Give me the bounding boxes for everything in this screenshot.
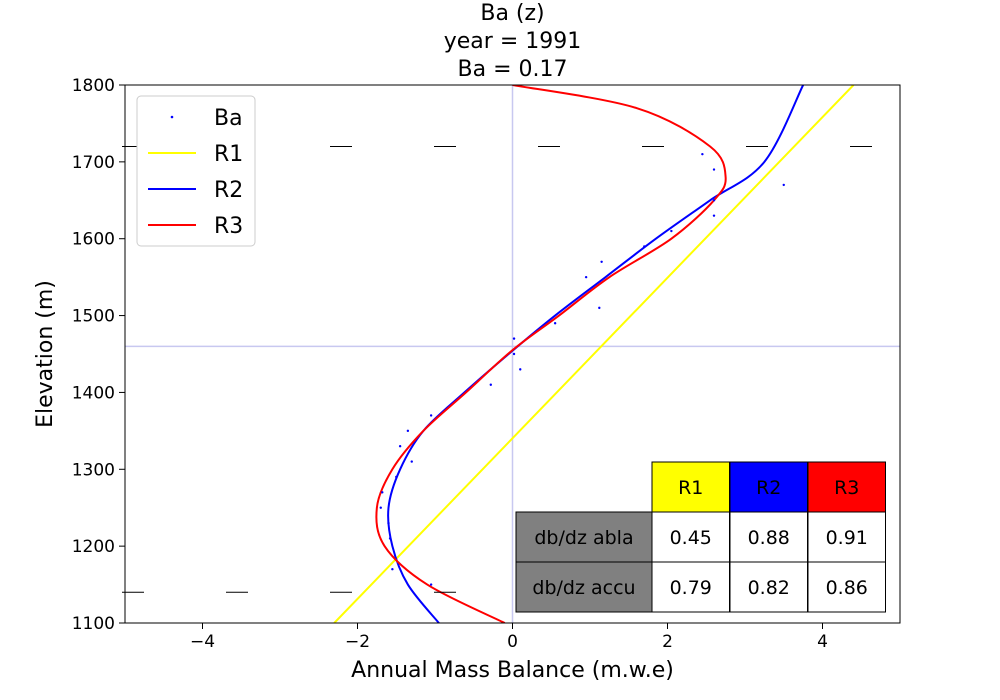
table-header-r1: R1 <box>678 477 703 499</box>
y-axis-label: Elevation (m) <box>33 280 58 428</box>
ba-point <box>519 368 522 371</box>
table-cell-value: 0.88 <box>748 527 790 549</box>
table-cell-value: 0.79 <box>670 577 712 599</box>
ba-point <box>712 214 716 217</box>
ba-point <box>782 183 785 187</box>
table-row-label: db/dz abla <box>534 527 633 549</box>
legend-box <box>136 95 256 247</box>
y-tick-label: 1400 <box>72 383 115 403</box>
ba-point <box>387 521 390 525</box>
table-header-r3: R3 <box>834 477 859 499</box>
chart-title: Ba (z) year = 1991 Ba = 0.17 <box>444 1 582 82</box>
table-header-r2: R2 <box>756 477 781 499</box>
title-line-1: Ba (z) <box>480 1 544 26</box>
y-tick-label: 1200 <box>72 537 115 557</box>
ba-point <box>712 199 716 202</box>
ba-point <box>598 306 601 310</box>
ba-points <box>379 152 785 586</box>
table-row-header-cell <box>515 561 653 613</box>
y-tick-label: 1600 <box>72 230 115 250</box>
table-cell <box>729 561 808 613</box>
ba-point <box>388 537 392 540</box>
series-line-r1 <box>333 85 855 623</box>
table-cell <box>807 511 886 563</box>
legend-label-r1: R1 <box>214 142 243 167</box>
series-line-r3 <box>375 85 727 623</box>
ba-point <box>395 475 398 479</box>
legend-label-r2: R2 <box>214 178 243 203</box>
ba-point <box>489 383 492 386</box>
slope-table: R1 R2 R3 db/dz abla 0.45 0.88 0.91 db/dz accu 0.… <box>515 461 886 613</box>
y-tick-label: 1500 <box>72 307 115 327</box>
x-axis-label: Annual Mass Balance (m.w.e) <box>351 658 674 683</box>
title-line-3: Ba = 0.17 <box>458 57 568 82</box>
table-row-header-cell <box>515 511 653 563</box>
ba-point <box>398 445 402 448</box>
ba-point <box>381 491 384 494</box>
table-cell-value: 0.45 <box>670 527 712 549</box>
x-axis: −4 −2 0 2 4 <box>190 623 828 652</box>
ba-point <box>410 460 413 463</box>
ba-point <box>701 152 704 156</box>
ba-point <box>584 275 588 279</box>
table-cell <box>807 561 886 613</box>
y-tick-label: 1100 <box>72 614 115 634</box>
ba-point <box>670 229 673 233</box>
table-header-cell-r3 <box>807 461 886 513</box>
title-line-2: year = 1991 <box>444 29 582 54</box>
ba-point <box>600 260 603 263</box>
y-tick-label: 1800 <box>72 76 115 96</box>
table-cell-value: 0.86 <box>826 577 868 599</box>
ba-point <box>391 568 394 571</box>
table-header-cell-r2 <box>729 461 808 513</box>
table-cell <box>651 561 730 613</box>
reference-lines <box>125 85 900 623</box>
legend-label-ba: Ba <box>214 106 243 131</box>
x-tick-label: 4 <box>817 632 828 652</box>
ba-point <box>429 583 433 586</box>
x-tick-label: −4 <box>190 632 215 652</box>
ba-point <box>379 506 382 509</box>
series-layer <box>333 85 855 623</box>
ba-point <box>512 337 516 340</box>
legend-marker-ba <box>170 115 174 119</box>
y-axis: 1100 1200 1300 1400 1500 1600 1700 1800 <box>72 76 125 634</box>
ba-point <box>712 168 716 171</box>
legend: Ba R1 R2 R3 <box>136 95 256 247</box>
y-tick-label: 1700 <box>72 153 115 173</box>
table-cell <box>651 511 730 563</box>
ba-point <box>429 414 433 417</box>
ba-point <box>553 322 557 325</box>
table-cell-value: 0.91 <box>826 527 868 549</box>
ba-point <box>512 352 516 356</box>
x-tick-label: −2 <box>345 632 370 652</box>
x-tick-label: 0 <box>507 632 518 652</box>
legend-label-r3: R3 <box>214 214 243 239</box>
table-header-cell-r1 <box>651 461 730 513</box>
ba-point <box>643 245 646 248</box>
ba-point <box>406 429 410 433</box>
table-row-label: db/dz accu <box>532 577 635 599</box>
table-cell-value: 0.82 <box>748 577 790 599</box>
y-tick-label: 1300 <box>72 460 115 480</box>
table-cell <box>729 511 808 563</box>
x-tick-label: 2 <box>662 632 673 652</box>
